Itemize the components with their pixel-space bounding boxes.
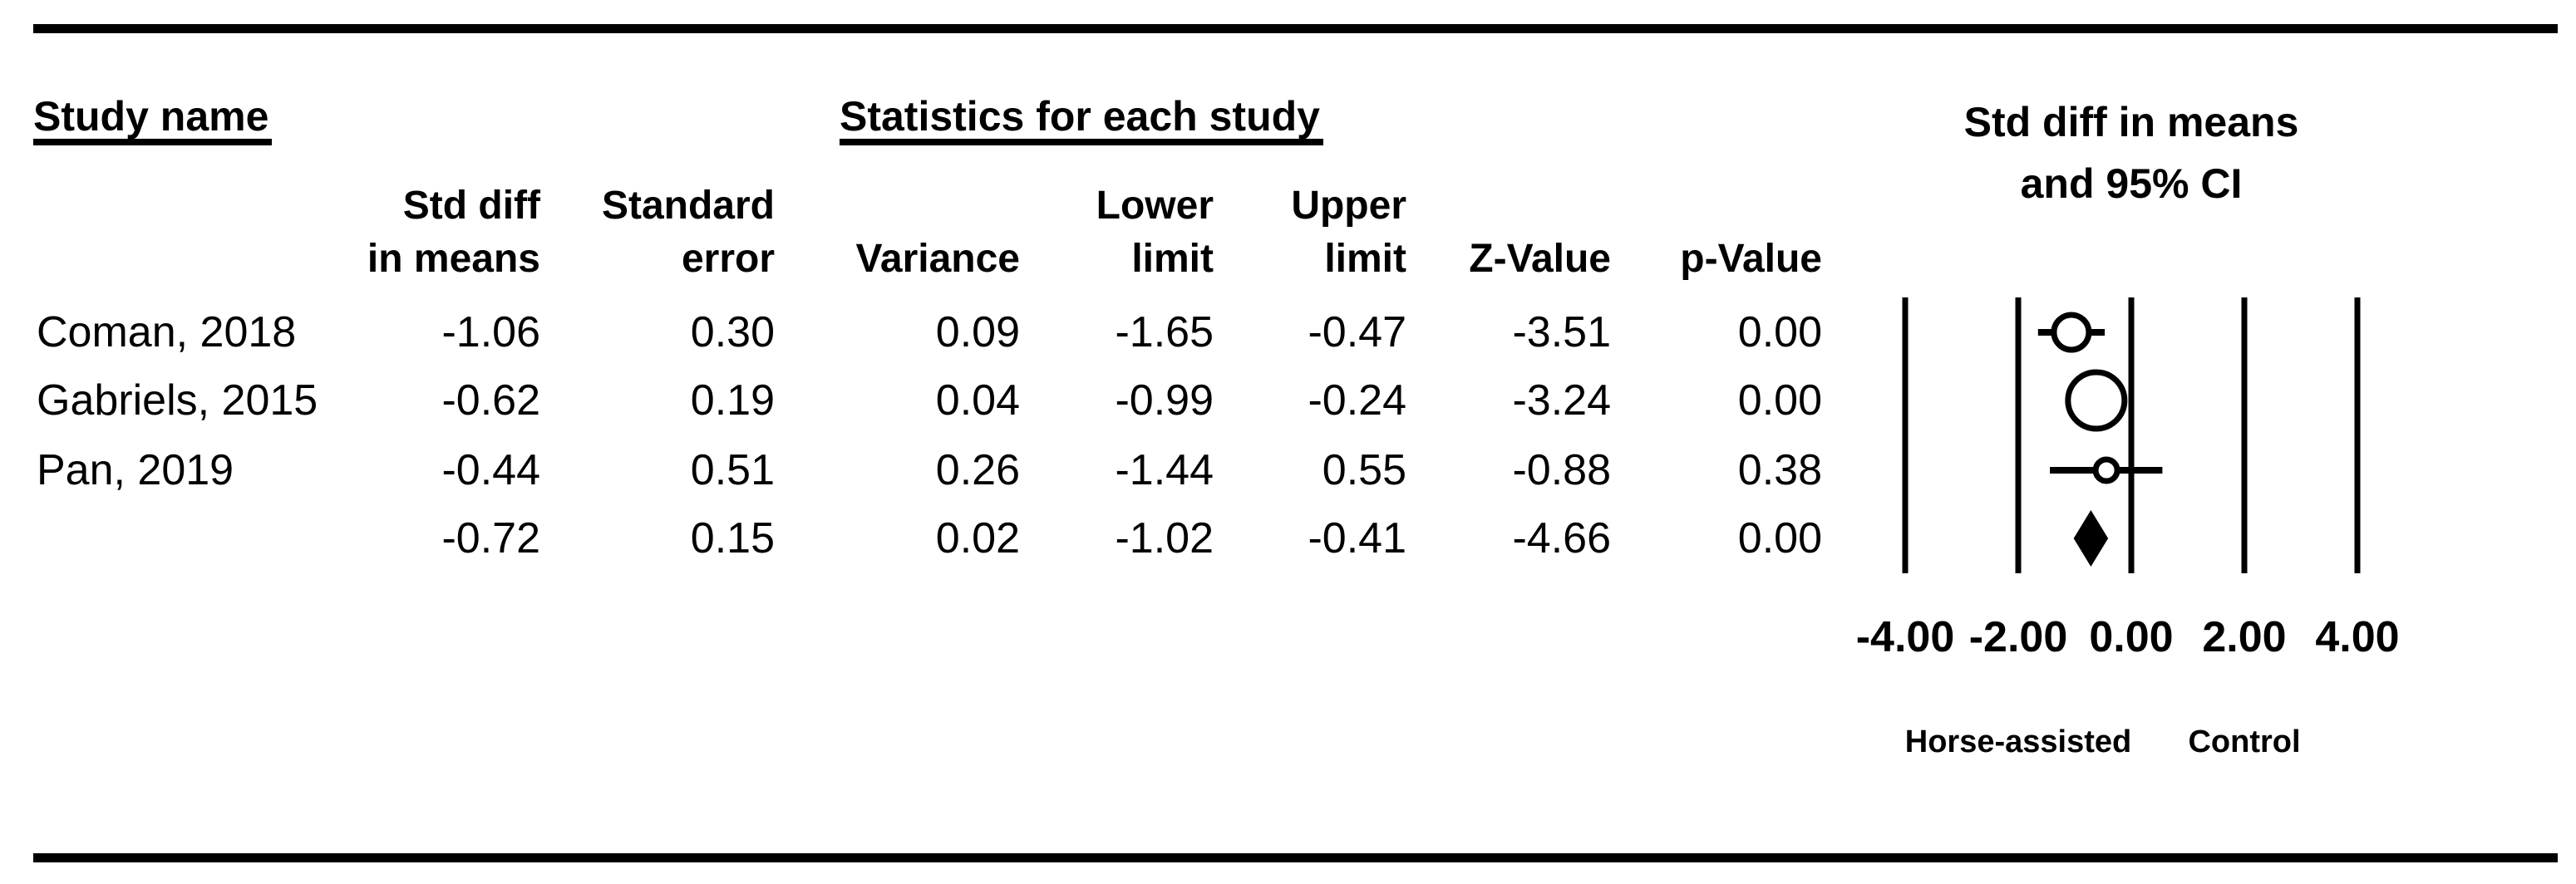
col-header-standard-error: Standard error [559, 179, 775, 286]
left-group-label: Horse-assisted [1905, 724, 2131, 759]
col-header-line: Upper [1291, 184, 1406, 228]
cell-std-diff: -1.06 [441, 308, 540, 356]
top-rule [33, 24, 2558, 33]
plot-title-line1: Std diff in means [1963, 99, 2299, 145]
study-name-title: Study name [33, 96, 273, 145]
col-header-line [1395, 179, 1611, 233]
cell-lower: -1.44 [1115, 446, 1214, 494]
cell-upper: -0.41 [1308, 514, 1406, 562]
cell-std-err: 0.30 [690, 308, 775, 356]
x-tick-label: -2.00 [1969, 613, 2068, 661]
cell-std-diff: -0.62 [441, 376, 540, 425]
col-header-line: Variance [855, 237, 1020, 281]
col-header-line [1606, 179, 1822, 233]
x-tick-label: 4.00 [2315, 613, 2399, 661]
cell-std-err: 0.19 [690, 376, 775, 425]
col-header-line: limit [1131, 237, 1214, 281]
col-header-std-diff-in-means: Std diff in means [324, 179, 540, 286]
cell-p: 0.00 [1737, 514, 1822, 562]
cell-upper: 0.55 [1322, 446, 1406, 494]
col-header-line: Z-Value [1469, 237, 1611, 281]
cell-p: 0.00 [1737, 308, 1822, 356]
study-name: Coman, 2018 [37, 308, 297, 356]
study-name: Pan, 2019 [37, 446, 234, 494]
col-header-line [804, 179, 1020, 233]
cell-z: -4.66 [1512, 514, 1611, 562]
cell-variance: 0.04 [935, 376, 1020, 425]
cell-p: 0.00 [1737, 376, 1822, 425]
col-header-line: p-Value [1680, 237, 1822, 281]
study-name: Gabriels, 2015 [37, 376, 318, 425]
cell-variance: 0.26 [935, 446, 1020, 494]
effect-size-marker [2065, 369, 2128, 432]
cell-upper: -0.24 [1308, 376, 1406, 425]
col-header-line: limit [1324, 237, 1406, 281]
x-tick-label: 0.00 [2089, 613, 2173, 661]
cell-upper: -0.47 [1308, 308, 1406, 356]
col-header-line: Std diff [402, 184, 540, 228]
x-tick-label: -4.00 [1856, 613, 1955, 661]
col-header-lower-limit: Lower limit [997, 179, 1214, 286]
x-tick-label: 2.00 [2202, 613, 2286, 661]
effect-size-marker [2092, 456, 2120, 484]
cell-std-err: 0.51 [690, 446, 775, 494]
cell-p: 0.38 [1737, 446, 1822, 494]
col-header-z-value: Z-Value [1395, 179, 1611, 286]
col-header-variance: Variance [804, 179, 1020, 286]
plot-title-line2: and 95% CI [2020, 160, 2243, 207]
col-header-line: in means [367, 237, 540, 281]
cell-variance: 0.09 [935, 308, 1020, 356]
col-header-line: Standard [601, 184, 775, 228]
cell-std-diff: -0.44 [441, 446, 540, 494]
col-header-line: error [681, 237, 775, 281]
plot-title: Std diff in means and 95% CI [1874, 91, 2389, 214]
cell-z: -3.24 [1512, 376, 1611, 425]
cell-lower: -1.65 [1115, 308, 1214, 356]
bottom-rule [33, 853, 2558, 862]
cell-std-err: 0.15 [690, 514, 775, 562]
cell-variance: 0.02 [935, 514, 1020, 562]
right-group-label: Control [2188, 724, 2300, 759]
cell-lower: -1.02 [1115, 514, 1214, 562]
cell-z: -0.88 [1512, 446, 1611, 494]
col-header-line: Lower [1096, 184, 1214, 228]
cell-lower: -0.99 [1115, 376, 1214, 425]
summary-diamond [2073, 510, 2109, 567]
effect-size-marker [2051, 312, 2092, 353]
col-header-upper-limit: Upper limit [1190, 179, 1406, 286]
statistics-title: Statistics for each study [840, 96, 1323, 145]
col-header-p-value: p-Value [1606, 179, 1822, 286]
cell-std-diff: -0.72 [441, 514, 540, 562]
cell-z: -3.51 [1512, 308, 1611, 356]
